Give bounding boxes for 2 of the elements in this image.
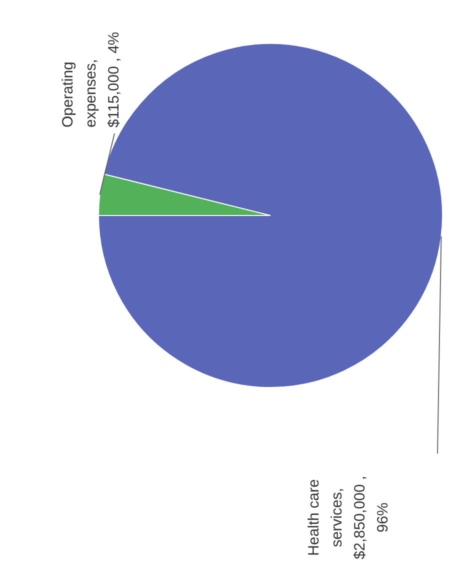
slice-label: Operating expenses, $115,000 , 4%	[59, 31, 122, 127]
slice-label: Health care services, $2,850,000 , 96%	[305, 475, 391, 559]
